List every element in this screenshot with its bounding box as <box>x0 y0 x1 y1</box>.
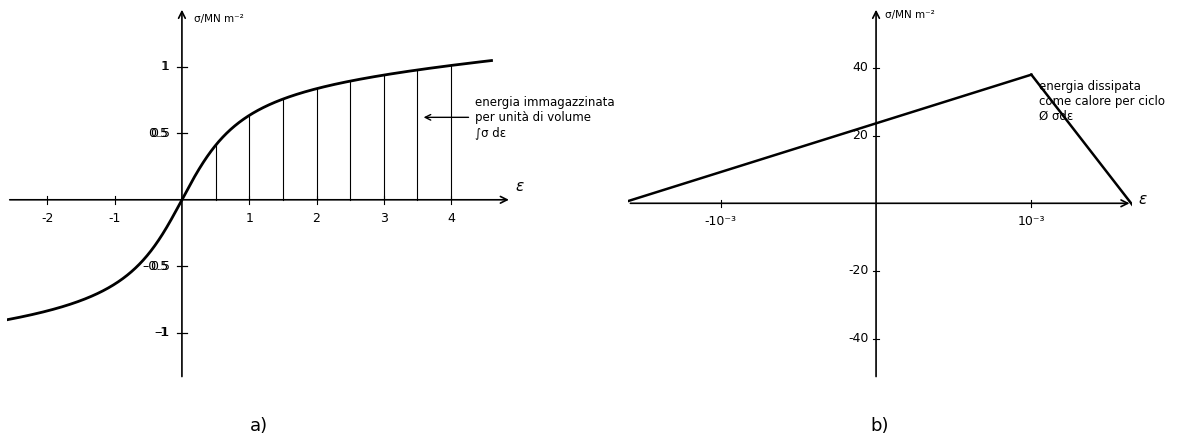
Text: -2: -2 <box>42 212 53 225</box>
Text: σ/MN m⁻²: σ/MN m⁻² <box>194 14 244 24</box>
Text: 0.5: 0.5 <box>148 127 169 140</box>
Text: σ/MN m⁻²: σ/MN m⁻² <box>885 11 935 20</box>
Text: energia dissipata
come calore per ciclo
Ø σdε: energia dissipata come calore per ciclo … <box>1040 80 1165 123</box>
Text: –1: –1 <box>154 326 169 339</box>
Text: -40: -40 <box>848 332 868 345</box>
Text: –0.5: –0.5 <box>143 260 169 273</box>
Text: 0.5: 0.5 <box>150 127 170 140</box>
Text: 1: 1 <box>245 212 253 225</box>
Text: 1: 1 <box>160 60 169 73</box>
Text: 0.5: 0.5 <box>150 260 170 273</box>
Text: a): a) <box>251 417 268 434</box>
Text: -1: -1 <box>158 326 170 339</box>
Text: 10⁻³: 10⁻³ <box>1018 215 1045 228</box>
Text: 20: 20 <box>853 129 868 142</box>
Text: ε: ε <box>516 180 523 194</box>
Text: energia immagazzinata
per unità di volume
∫σ dε: energia immagazzinata per unità di volum… <box>475 96 614 139</box>
Text: 3: 3 <box>380 212 387 225</box>
Text: b): b) <box>871 417 889 434</box>
Text: -10⁻³: -10⁻³ <box>704 215 737 228</box>
Text: -1: -1 <box>108 212 121 225</box>
Text: ε: ε <box>1138 192 1146 208</box>
Text: -20: -20 <box>848 265 868 278</box>
Text: 40: 40 <box>853 61 868 74</box>
Text: 1: 1 <box>162 60 170 73</box>
Text: 4: 4 <box>447 212 455 225</box>
Text: 2: 2 <box>312 212 321 225</box>
